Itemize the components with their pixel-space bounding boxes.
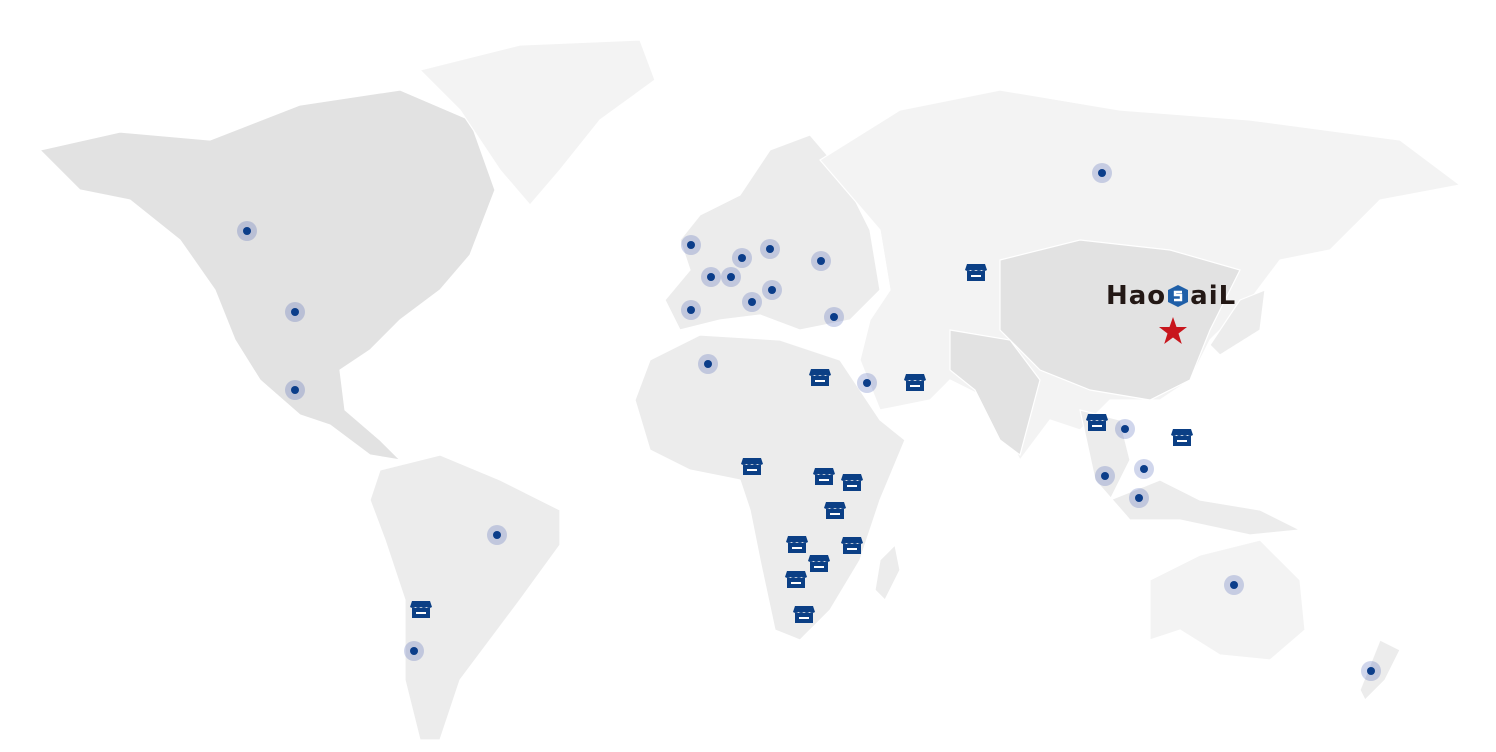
location-dot-marker[interactable] [760,239,780,259]
greenland [418,39,656,206]
location-dot-marker[interactable] [721,267,741,287]
store-icon[interactable] [741,456,763,476]
japan [1209,289,1266,356]
south-america [369,454,561,741]
location-dot-marker[interactable] [1129,488,1149,508]
location-dot-marker[interactable] [701,267,721,287]
store-icon[interactable] [786,534,808,554]
location-dot-marker[interactable] [1361,661,1381,681]
store-icon[interactable] [904,372,926,392]
store-icon[interactable] [808,553,830,573]
location-dot-marker[interactable] [1095,466,1115,486]
new-zealand [1359,639,1401,702]
store-icon[interactable] [793,604,815,624]
location-dot-marker[interactable] [811,251,831,271]
store-icon[interactable] [410,599,432,619]
location-dot-marker[interactable] [1134,459,1154,479]
location-dot-marker[interactable] [762,280,782,300]
location-dot-marker[interactable] [857,373,877,393]
store-icon[interactable] [841,472,863,492]
north-america [38,89,496,461]
location-dot-marker[interactable] [742,292,762,312]
store-icon[interactable] [785,569,807,589]
location-dot-marker[interactable] [1115,419,1135,439]
location-dot-marker[interactable] [732,248,752,268]
headquarters-star-icon [1159,317,1187,344]
europe [664,134,881,331]
location-dot-marker[interactable] [824,307,844,327]
location-dot-marker[interactable] [681,235,701,255]
africa [634,334,906,641]
southeast-asia [1079,409,1303,536]
china [999,239,1241,401]
location-dot-marker[interactable] [487,525,507,545]
india [949,329,1041,457]
location-dot-marker[interactable] [681,300,701,320]
australia [1149,539,1306,661]
location-dot-marker[interactable] [698,354,718,374]
location-dot-marker[interactable] [285,302,305,322]
logo-text-prefix: Hao [1106,281,1167,311]
store-icon[interactable] [1086,412,1108,432]
store-icon[interactable] [824,500,846,520]
store-icon[interactable] [841,535,863,555]
logo-s-icon [1168,285,1189,307]
location-dot-marker[interactable] [404,641,424,661]
store-icon[interactable] [1171,427,1193,447]
location-dot-marker[interactable] [1224,575,1244,595]
location-dot-marker[interactable] [285,380,305,400]
logo-text-suffix: aiL [1190,281,1237,311]
store-icon[interactable] [813,466,835,486]
location-dot-marker[interactable] [1092,163,1112,183]
location-dot-marker[interactable] [237,221,257,241]
haosail-logo: Hao aiL [1106,281,1236,311]
madagascar [874,543,901,602]
store-icon[interactable] [809,367,831,387]
store-icon[interactable] [965,262,987,282]
